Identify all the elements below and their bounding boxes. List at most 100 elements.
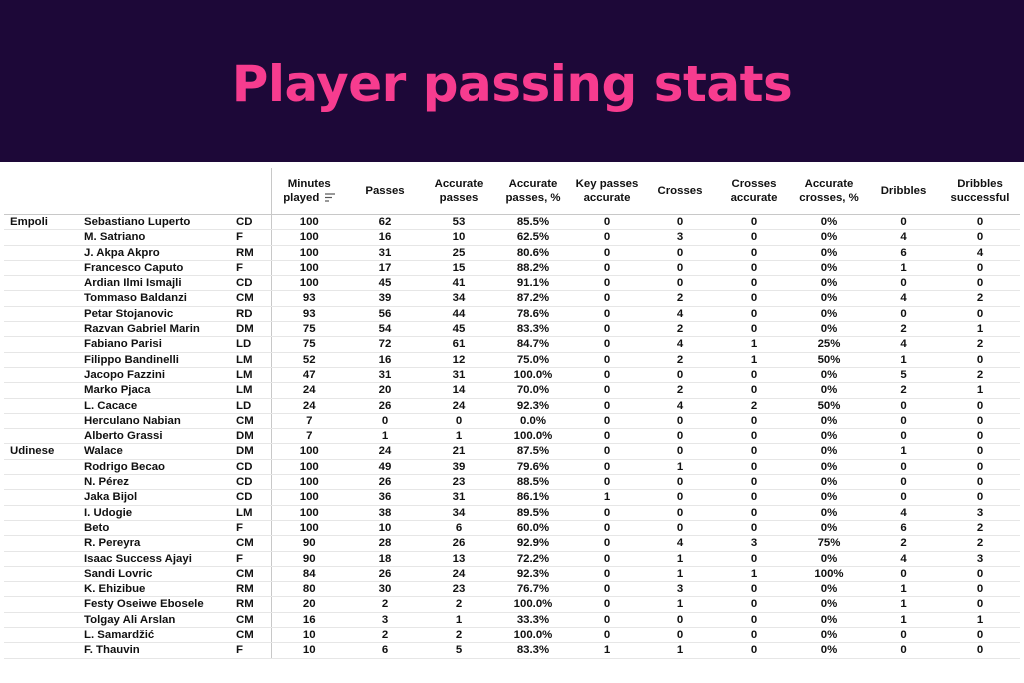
table-row: Empoli Sebastiano Luperto CD 100 62 53 85.5% 0 0… xyxy=(4,214,1020,231)
stat-cell: 88.2% xyxy=(495,260,571,277)
stat-cell: 0 xyxy=(571,229,643,246)
team-cell: Udinese xyxy=(4,443,82,460)
stat-cell: 100 xyxy=(271,229,347,246)
stat-cell: 0 xyxy=(571,566,643,583)
column-header-accurate-passes-pct[interactable]: Accurate passes, % xyxy=(495,168,571,215)
column-header-crosses[interactable]: Crosses xyxy=(643,168,717,215)
stat-cell: 75 xyxy=(271,336,347,353)
stat-cell: 20 xyxy=(271,596,347,613)
stat-cell: 25 xyxy=(423,245,495,261)
team-cell xyxy=(4,474,82,491)
team-cell xyxy=(4,290,82,307)
player-name-cell: Tommaso Baldanzi xyxy=(82,290,234,307)
stat-cell: 0 xyxy=(717,520,791,537)
stat-cell: 60.0% xyxy=(495,520,571,537)
stat-cell: 0 xyxy=(717,306,791,323)
stat-cell: 2 xyxy=(423,627,495,644)
stat-cell: 100 xyxy=(271,505,347,521)
stat-cell: 24 xyxy=(423,398,495,414)
table-row: Udinese Walace DM 100 24 21 87.5% 0 0 0 0% 1 0 xyxy=(4,443,1020,460)
team-cell xyxy=(4,275,82,292)
stat-cell: 0% xyxy=(791,214,867,231)
stat-cell: 0 xyxy=(717,612,791,629)
column-header-accurate-crosses-pct[interactable]: Accurate crosses, % xyxy=(791,168,867,215)
player-name-cell: Fabiano Parisi xyxy=(82,336,234,353)
stat-cell: 0 xyxy=(717,551,791,567)
stat-cell: 0 xyxy=(643,489,717,506)
stat-cell: 100% xyxy=(791,566,867,583)
stat-cell: 0 xyxy=(717,245,791,261)
table-row: K. Ehizibue RM 80 30 23 76.7% 0 3 0 0% 1 0 xyxy=(4,581,1020,598)
stat-cell: 33.3% xyxy=(495,612,571,629)
column-header-key-passes[interactable]: Key passes accurate xyxy=(571,168,643,215)
player-name-cell: J. Akpa Akpro xyxy=(82,245,234,261)
player-name-cell: Petar Stojanovic xyxy=(82,306,234,323)
column-header-accurate-passes[interactable]: Accurate passes xyxy=(423,168,495,215)
position-cell: DM xyxy=(234,428,272,445)
stat-cell: 45 xyxy=(347,275,423,292)
stat-cell: 100 xyxy=(271,520,347,537)
player-name-cell: F. Thauvin xyxy=(82,642,234,659)
player-name-cell: K. Ehizibue xyxy=(82,581,234,598)
stat-cell: 0 xyxy=(867,566,940,583)
stat-cell: 1 xyxy=(643,566,717,583)
stat-cell: 30 xyxy=(347,581,423,598)
player-name-cell: L. Samardžić xyxy=(82,627,234,644)
stat-cell: 2 xyxy=(643,321,717,338)
stat-cell: 0% xyxy=(791,596,867,613)
stat-cell: 1 xyxy=(347,428,423,445)
stat-cell: 0% xyxy=(791,459,867,476)
stat-cell: 24 xyxy=(347,443,423,460)
column-header-dribbles-successful[interactable]: Dribbles successful xyxy=(940,168,1020,215)
stat-cell: 1 xyxy=(423,428,495,445)
stat-cell: 0 xyxy=(717,642,791,659)
stat-cell: 10 xyxy=(271,642,347,659)
stat-cell: 1 xyxy=(867,581,940,598)
column-header-crosses-accurate[interactable]: Crosses accurate xyxy=(717,168,791,215)
stat-cell: 0% xyxy=(791,260,867,277)
player-name-cell: L. Cacace xyxy=(82,398,234,414)
sort-icon[interactable] xyxy=(325,193,336,203)
team-cell xyxy=(4,352,82,368)
stat-cell: 0 xyxy=(717,596,791,613)
stat-cell: 2 xyxy=(867,382,940,399)
stat-cell: 0% xyxy=(791,551,867,567)
stat-cell: 62 xyxy=(347,214,423,231)
column-header-minutes[interactable]: Minutes played xyxy=(271,168,347,215)
team-cell xyxy=(4,459,82,476)
column-header-dribbles[interactable]: Dribbles xyxy=(867,168,940,215)
stat-cell: 0 xyxy=(940,474,1020,491)
stat-cell: 0% xyxy=(791,290,867,307)
stat-cell: 78.6% xyxy=(495,306,571,323)
stat-cell: 0 xyxy=(643,428,717,445)
stat-cell: 92.9% xyxy=(495,535,571,552)
stat-cell: 6 xyxy=(423,520,495,537)
stat-cell: 62.5% xyxy=(495,229,571,246)
column-header-passes[interactable]: Passes xyxy=(347,168,423,215)
table-row: F. Thauvin F 10 6 5 83.3% 1 1 0 0% 0 0 xyxy=(4,642,1020,659)
stat-cell: 0 xyxy=(717,382,791,399)
team-cell xyxy=(4,642,82,659)
stat-cell: 1 xyxy=(643,459,717,476)
player-name-cell: Sebastiano Luperto xyxy=(82,214,234,231)
stat-cell: 0 xyxy=(571,321,643,338)
stat-cell: 0% xyxy=(791,382,867,399)
player-name-cell: Isaac Success Ajayi xyxy=(82,551,234,567)
stat-cell: 100.0% xyxy=(495,428,571,445)
stat-cell: 1 xyxy=(571,642,643,659)
stat-cell: 3 xyxy=(717,535,791,552)
stat-cell: 0 xyxy=(571,474,643,491)
stat-cell: 100 xyxy=(271,275,347,292)
stat-cell: 88.5% xyxy=(495,474,571,491)
stat-cell: 31 xyxy=(347,367,423,384)
stat-cell: 31 xyxy=(423,489,495,506)
table-row: Jaka Bijol CD 100 36 31 86.1% 1 0 0 0% 0 0 xyxy=(4,489,1020,506)
stat-cell: 0 xyxy=(940,489,1020,506)
stat-cell: 1 xyxy=(423,612,495,629)
stat-cell: 0 xyxy=(571,382,643,399)
stat-cell: 0 xyxy=(940,566,1020,583)
stat-cell: 14 xyxy=(423,382,495,399)
stat-cell: 12 xyxy=(423,352,495,368)
stat-cell: 2 xyxy=(940,520,1020,537)
team-cell: Empoli xyxy=(4,214,82,231)
